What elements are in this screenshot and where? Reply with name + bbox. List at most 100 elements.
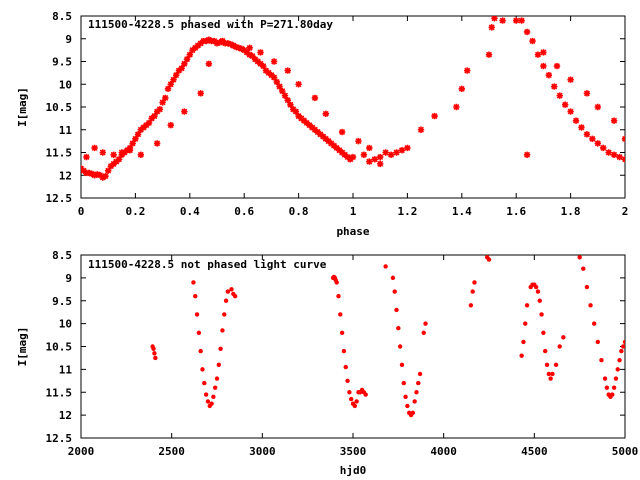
data-point: [553, 362, 559, 367]
data-point: [143, 122, 150, 129]
data-point: [162, 94, 169, 102]
data-point: [148, 115, 155, 122]
data-point: [196, 330, 202, 335]
data-point: [488, 24, 495, 31]
data-point: [319, 133, 327, 140]
data-point: [387, 151, 395, 158]
data-point: [152, 351, 157, 356]
data-point: [521, 339, 526, 345]
y-tick-label: 10.5: [46, 101, 73, 114]
phased-light-curve-panel: 0 0.2 0.4 0.6 0.8 1 1.2 1.4 1.6 1.8 2 8.5 9 9.5 10 10.5…: [16, 10, 628, 238]
data-point: [205, 36, 213, 43]
data-point: [153, 355, 158, 361]
data-point: [175, 67, 183, 74]
data-point: [173, 71, 180, 79]
data-point: [513, 17, 520, 24]
data-point: [589, 135, 596, 143]
data-point: [202, 380, 207, 386]
data-point: [539, 312, 544, 317]
data-point: [192, 44, 199, 52]
data-point: [191, 280, 196, 285]
data-point: [273, 78, 281, 86]
data-point: [205, 60, 213, 67]
data-point: [289, 106, 297, 113]
data-point: [197, 40, 204, 47]
data-point: [404, 144, 411, 152]
data-point: [546, 371, 552, 377]
data-point: [529, 37, 536, 45]
data-point: [325, 137, 332, 145]
data-point: [265, 69, 272, 77]
data-point: [218, 346, 223, 351]
data-point: [94, 171, 101, 178]
data-point: [212, 385, 218, 390]
data-point: [371, 156, 378, 163]
data-point: [284, 67, 291, 74]
data-point: [534, 51, 542, 58]
data-point: [334, 280, 339, 285]
data-point: [594, 103, 601, 111]
data-point: [615, 367, 620, 372]
data-point: [572, 117, 580, 124]
data-point: [107, 162, 115, 170]
data-point: [330, 142, 338, 149]
x-tick-label: 2000: [68, 445, 95, 458]
x-tick-label: 1.2: [397, 205, 417, 218]
unphased-light-curve-panel: 2000 2500 3000 3500 4000 4500 5000 8.5 9 9.5 10 10.…: [16, 249, 638, 477]
data-point: [453, 103, 460, 111]
data-point: [595, 339, 600, 345]
data-point: [617, 358, 622, 363]
data-point: [540, 49, 547, 56]
data-point: [383, 264, 388, 269]
data-point: [230, 42, 237, 49]
data-point: [499, 17, 506, 24]
x-tick-label: 0.4: [180, 205, 200, 218]
data-point: [581, 266, 586, 271]
data-point: [412, 399, 417, 404]
data-point: [287, 101, 294, 108]
data-point: [137, 151, 145, 158]
y-tick-label: 10: [59, 318, 72, 331]
data-point: [551, 83, 558, 90]
data-point: [577, 255, 582, 260]
data-point: [610, 117, 618, 124]
y-tick-label: 12.5: [46, 192, 73, 205]
data-point: [178, 65, 185, 72]
data-point: [333, 144, 340, 152]
data-point: [153, 108, 161, 115]
data-point: [557, 344, 562, 349]
data-point: [145, 119, 153, 127]
plot-title: 111500-4228.5 phased with P=271.80day: [88, 18, 333, 31]
data-point: [567, 76, 574, 83]
data-point: [349, 153, 357, 161]
data-point: [523, 151, 531, 158]
data-point: [401, 380, 406, 386]
data-point: [545, 71, 553, 79]
x-tick-label: 1: [350, 205, 357, 218]
data-point: [214, 376, 220, 381]
data-point: [209, 401, 214, 406]
data-point: [396, 326, 401, 331]
data-point: [197, 90, 204, 97]
data-point: [211, 37, 218, 45]
data-point: [567, 108, 574, 115]
data-point: [341, 348, 347, 354]
data-point: [88, 170, 96, 178]
data-point: [544, 362, 550, 367]
data-point: [423, 321, 428, 326]
data-point: [270, 58, 278, 65]
data-point: [599, 358, 604, 363]
data-point: [151, 112, 158, 120]
data-point: [276, 83, 283, 90]
data-point: [600, 144, 607, 152]
data-point: [99, 174, 106, 181]
x-tick-label: 1.4: [452, 205, 472, 218]
data-point: [300, 117, 308, 124]
data-point: [610, 392, 615, 397]
data-point: [306, 122, 313, 129]
data-point: [167, 81, 174, 88]
y-tick-label: 9: [65, 33, 72, 46]
data-point: [193, 293, 198, 299]
data-point: [249, 52, 256, 60]
data-point: [170, 76, 177, 83]
